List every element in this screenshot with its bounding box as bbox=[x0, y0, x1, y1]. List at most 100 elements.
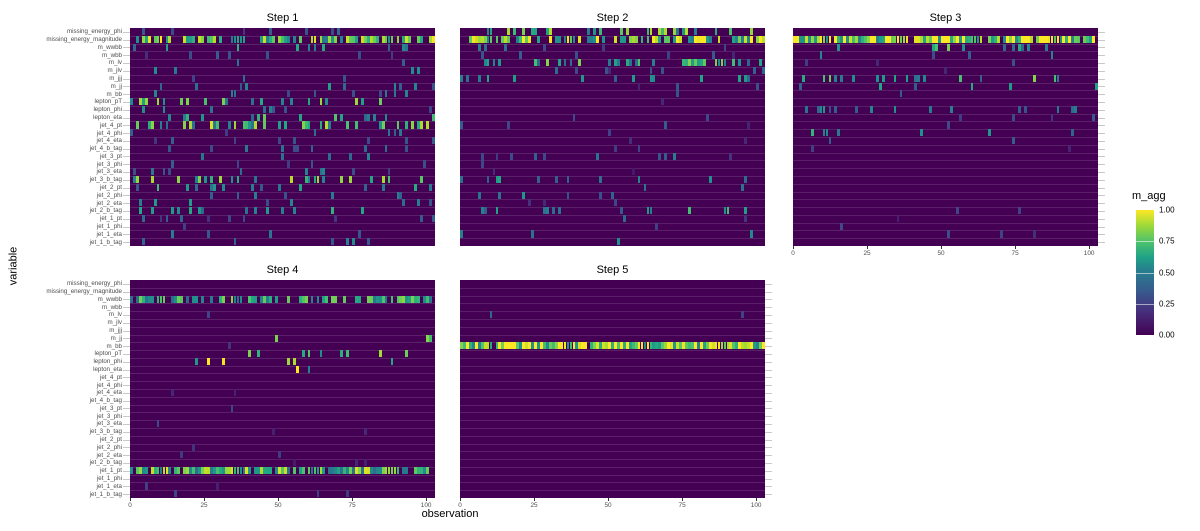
heatmap-cell bbox=[171, 295, 175, 303]
y-tick-mark bbox=[1098, 218, 1105, 220]
heatmap-cell bbox=[248, 466, 252, 475]
y-tick-label: jet_3_phi bbox=[96, 160, 122, 168]
heatmap-cell bbox=[616, 342, 620, 350]
heatmap-cell bbox=[165, 121, 169, 129]
heatmap-cell bbox=[460, 230, 463, 238]
x-tick-mark bbox=[352, 498, 354, 501]
heatmap-cell bbox=[744, 175, 748, 184]
heatmap-cell bbox=[468, 35, 472, 43]
heatmap-cell bbox=[958, 113, 962, 121]
heatmap-cell bbox=[153, 199, 157, 207]
y-tick-mark bbox=[1098, 86, 1105, 88]
grid-line bbox=[130, 482, 435, 484]
facet-panel-step-4: Step 4 bbox=[130, 260, 435, 498]
heatmap-cell bbox=[1071, 129, 1075, 137]
y-tick-mark bbox=[1098, 140, 1105, 142]
heatmap-cell bbox=[269, 230, 272, 238]
heatmap-cell bbox=[352, 168, 355, 176]
grid-line bbox=[460, 207, 765, 209]
grid-line bbox=[130, 105, 435, 107]
heatmap-cell bbox=[236, 59, 240, 67]
heatmap-cell bbox=[637, 175, 641, 184]
heatmap-cell bbox=[753, 342, 756, 350]
grid-line bbox=[460, 404, 765, 406]
heatmap-cell bbox=[292, 137, 296, 145]
y-tick-mark bbox=[1098, 148, 1105, 150]
heatmap-cell bbox=[236, 191, 240, 199]
y-tick-label: m_bb bbox=[106, 342, 122, 350]
grid-line bbox=[130, 350, 435, 352]
heatmap-cell bbox=[536, 175, 540, 184]
heatmap-cell bbox=[1006, 35, 1010, 43]
heatmap-cell bbox=[204, 466, 207, 475]
heatmap-cell bbox=[192, 466, 195, 475]
heatmap-cell bbox=[322, 466, 326, 475]
heatmap-cell bbox=[608, 342, 611, 350]
heatmap-cell bbox=[1068, 144, 1072, 152]
heatmap-cell bbox=[616, 59, 620, 67]
heatmap-cell bbox=[849, 35, 853, 43]
heatmap-cell bbox=[1026, 43, 1030, 51]
heatmap-cell bbox=[926, 35, 930, 43]
heatmap-cell bbox=[230, 466, 234, 475]
y-tick-mark bbox=[1098, 164, 1105, 166]
heatmap-cell bbox=[236, 43, 240, 51]
heatmap-cell bbox=[649, 207, 653, 215]
heatmap-cell bbox=[557, 342, 561, 350]
heatmap-cell bbox=[429, 334, 432, 342]
grid-line bbox=[460, 238, 765, 240]
heatmap-cell bbox=[744, 214, 748, 223]
y-tick-label: jet_4_phi bbox=[96, 381, 122, 389]
heatmap-cell bbox=[414, 295, 418, 303]
heatmap-cell bbox=[1035, 35, 1039, 43]
heatmap-cell bbox=[257, 466, 261, 475]
facet-panel-step-3: Step 3 bbox=[793, 8, 1098, 246]
heatmap-cell bbox=[426, 466, 429, 475]
heatmap-cell bbox=[319, 98, 323, 106]
heatmap-cell bbox=[946, 35, 950, 43]
heatmap-cell bbox=[542, 43, 546, 51]
heatmap-cell bbox=[967, 35, 971, 43]
heatmap-cell bbox=[673, 152, 677, 160]
heatmap-cell bbox=[828, 137, 832, 145]
heatmap-cell bbox=[141, 105, 145, 114]
heatmap-cell bbox=[834, 35, 838, 43]
heatmap-cell bbox=[534, 59, 537, 67]
facet-panel-step-1: Step 1 bbox=[130, 8, 435, 246]
heatmap-cell bbox=[212, 35, 216, 43]
heatmap-cell bbox=[696, 342, 700, 350]
heatmap-cell bbox=[699, 74, 703, 82]
heatmap-cell bbox=[1009, 35, 1012, 43]
heatmap-cell bbox=[572, 342, 576, 350]
heatmap-cell bbox=[750, 35, 753, 43]
heatmap-cell bbox=[855, 35, 858, 43]
y-tick-mark bbox=[765, 299, 772, 301]
heatmap-cell bbox=[218, 35, 222, 43]
grid-line bbox=[130, 443, 435, 445]
heatmap-cell bbox=[174, 466, 178, 475]
heatmap-cell bbox=[254, 466, 258, 475]
heatmap-cell bbox=[923, 74, 927, 82]
y-tick-label: jet_3_eta bbox=[96, 420, 122, 428]
heatmap-cell bbox=[295, 43, 299, 51]
y-tick-mark bbox=[123, 455, 130, 457]
heatmap-cell bbox=[316, 295, 320, 303]
y-tick-mark bbox=[123, 117, 130, 119]
heatmap-cell bbox=[468, 342, 472, 350]
heatmap-cell bbox=[141, 214, 145, 223]
heatmap-cell bbox=[195, 175, 198, 184]
heatmap-cell bbox=[233, 389, 237, 397]
heatmap-cell bbox=[132, 168, 136, 176]
heatmap-cell bbox=[896, 35, 900, 43]
heatmap-cell bbox=[670, 342, 674, 350]
heatmap-cell bbox=[209, 175, 213, 184]
heatmap-cell bbox=[676, 28, 679, 36]
heatmap-cell bbox=[390, 51, 394, 59]
heatmap-cell bbox=[747, 74, 751, 82]
y-tick-mark bbox=[123, 478, 130, 480]
heatmap-cell bbox=[180, 451, 184, 459]
heatmap-cell bbox=[307, 43, 311, 51]
heatmap-cell bbox=[156, 420, 160, 428]
heatmap-cell bbox=[360, 207, 364, 215]
